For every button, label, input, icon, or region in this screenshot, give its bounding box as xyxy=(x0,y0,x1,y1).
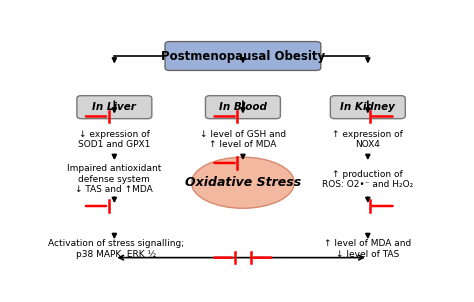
FancyBboxPatch shape xyxy=(205,96,281,119)
Text: Postmenopausal Obesity: Postmenopausal Obesity xyxy=(161,50,325,63)
Text: ↑ expression of
NOX4: ↑ expression of NOX4 xyxy=(332,130,403,149)
Text: Oxidative Stress: Oxidative Stress xyxy=(185,176,301,189)
Text: ↓ level of GSH and
↑ level of MDA: ↓ level of GSH and ↑ level of MDA xyxy=(200,130,286,149)
Text: Activation of stress signalling;
p38 MAPK, ERK ½: Activation of stress signalling; p38 MAP… xyxy=(48,239,184,259)
Text: Impaired antioxidant
defense system
↓ TAS and ↑MDA: Impaired antioxidant defense system ↓ TA… xyxy=(67,164,162,194)
Text: ↓ expression of
SOD1 and GPX1: ↓ expression of SOD1 and GPX1 xyxy=(78,130,151,149)
Text: In Kidney: In Kidney xyxy=(340,102,395,112)
FancyBboxPatch shape xyxy=(165,42,321,70)
FancyBboxPatch shape xyxy=(330,96,405,119)
Text: ↑ production of
ROS: O2•⁻ and H₂O₂: ↑ production of ROS: O2•⁻ and H₂O₂ xyxy=(322,169,413,189)
Text: In Blood: In Blood xyxy=(219,102,267,112)
Text: In Liver: In Liver xyxy=(92,102,137,112)
FancyBboxPatch shape xyxy=(77,96,152,119)
Text: ↑ level of MDA and
↓ level of TAS: ↑ level of MDA and ↓ level of TAS xyxy=(324,239,411,259)
Ellipse shape xyxy=(191,157,294,208)
